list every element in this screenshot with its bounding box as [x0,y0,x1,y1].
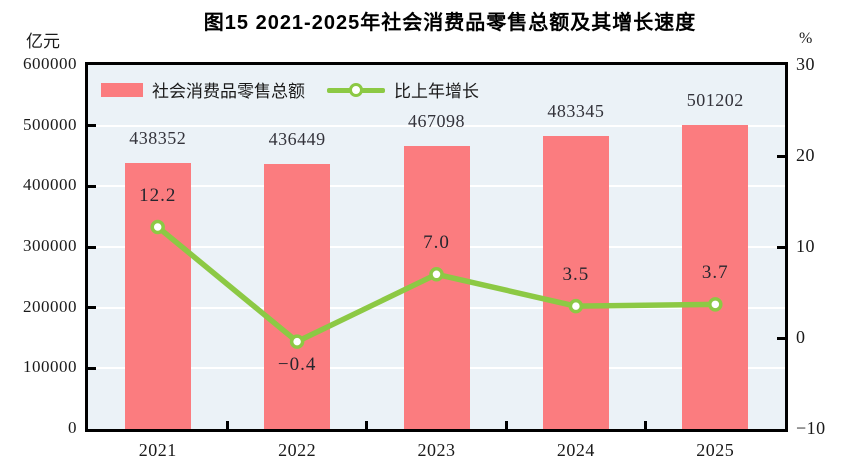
x-axis-tick [225,421,229,429]
x-axis-category-label: 2021 [138,440,177,460]
line-value-label: −0.4 [277,353,317,375]
bar-value-label: 438352 [129,128,187,149]
left-axis-tick [88,124,96,128]
right-axis-tick-label: 20 [796,145,815,165]
left-axis-tick-label: 200000 [23,296,77,316]
x-axis-category-label: 2023 [417,440,456,460]
growth-line-series [150,219,723,349]
left-axis-tick-label: 500000 [23,114,77,134]
x-axis-category-label: 2024 [556,440,595,460]
plot-canvas: 438352 436449 467098 483345 501202 12.2 −0.4 7.… [88,65,785,429]
plot-area: 438352 436449 467098 483345 501202 12.2 −0.4 7.… [85,62,788,432]
right-axis-unit-label: % [799,30,813,47]
x-axis-tick [504,421,508,429]
bar-2024 [542,135,609,429]
bar-2021 [124,163,191,429]
left-axis-tick-label: 600000 [23,54,77,73]
line-series-sample-icon [327,82,385,98]
bar-2022 [264,164,331,429]
right-axis-tick-label: 30 [796,54,815,74]
line-value-label: 3.5 [562,264,590,286]
line-marker [429,267,444,282]
bar-2025 [682,124,749,429]
left-axis-tick [88,184,96,188]
left-axis-tick-label: 100000 [23,357,77,377]
line-marker [568,298,584,314]
chart-title: 图15 2021-2025年社会消费品零售总额及其增长速度 [203,12,697,34]
chart-legend: 社会消费品零售总额 比上年增长 [101,77,479,102]
x-axis-category-label: 2025 [696,440,735,460]
legend-bar-label: 社会消费品零售总额 [152,82,305,101]
left-axis-tick [88,366,96,370]
legend-line-label: 比上年增长 [394,82,479,101]
left-axis-tick-label: 300000 [23,236,77,255]
line-marker [289,334,305,349]
line-value-label: 12.2 [139,184,177,206]
line-marker [708,297,723,312]
right-axis-tick [777,154,785,158]
x-axis-tick [644,421,648,429]
left-axis-unit-label: 亿元 [26,32,60,51]
bar-series-swatch-icon [101,82,143,97]
left-axis-tick [88,245,96,249]
left-axis-tick [88,306,96,310]
right-axis-tick-label: 0 [796,327,806,347]
line-marker [150,219,165,235]
bar-value-label: 501202 [686,89,744,110]
x-axis-tick [365,421,369,429]
right-axis-tick [777,245,785,249]
bar-value-label: 483345 [547,100,605,121]
right-axis-tick-label: −10 [796,418,826,438]
right-axis-tick-label: 10 [796,236,815,256]
left-axis-tick-label: 400000 [23,175,77,195]
bar-value-label: 436449 [268,129,326,150]
bar-value-label: 467098 [408,110,465,131]
gridline [88,124,785,127]
line-value-label: 7.0 [423,232,450,254]
line-value-label: 3.7 [701,262,729,284]
x-axis-category-label: 2022 [278,440,317,460]
right-axis-tick [777,336,785,340]
left-axis-tick-label: 0 [68,418,77,437]
